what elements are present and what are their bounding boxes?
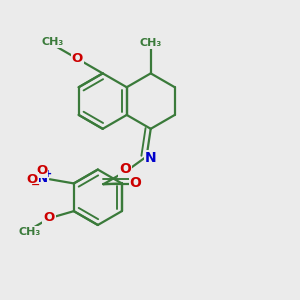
Text: O: O bbox=[130, 176, 142, 190]
Text: O: O bbox=[36, 164, 47, 177]
Text: CH₃: CH₃ bbox=[42, 38, 64, 47]
Text: O: O bbox=[26, 173, 38, 186]
Text: O: O bbox=[119, 162, 131, 176]
Text: CH₃: CH₃ bbox=[140, 38, 162, 48]
Text: O: O bbox=[44, 211, 55, 224]
Text: N: N bbox=[37, 172, 48, 185]
Text: +: + bbox=[44, 169, 52, 179]
Text: CH₃: CH₃ bbox=[19, 227, 41, 237]
Text: −: − bbox=[31, 180, 40, 190]
Text: O: O bbox=[72, 52, 83, 65]
Text: N: N bbox=[145, 152, 156, 166]
